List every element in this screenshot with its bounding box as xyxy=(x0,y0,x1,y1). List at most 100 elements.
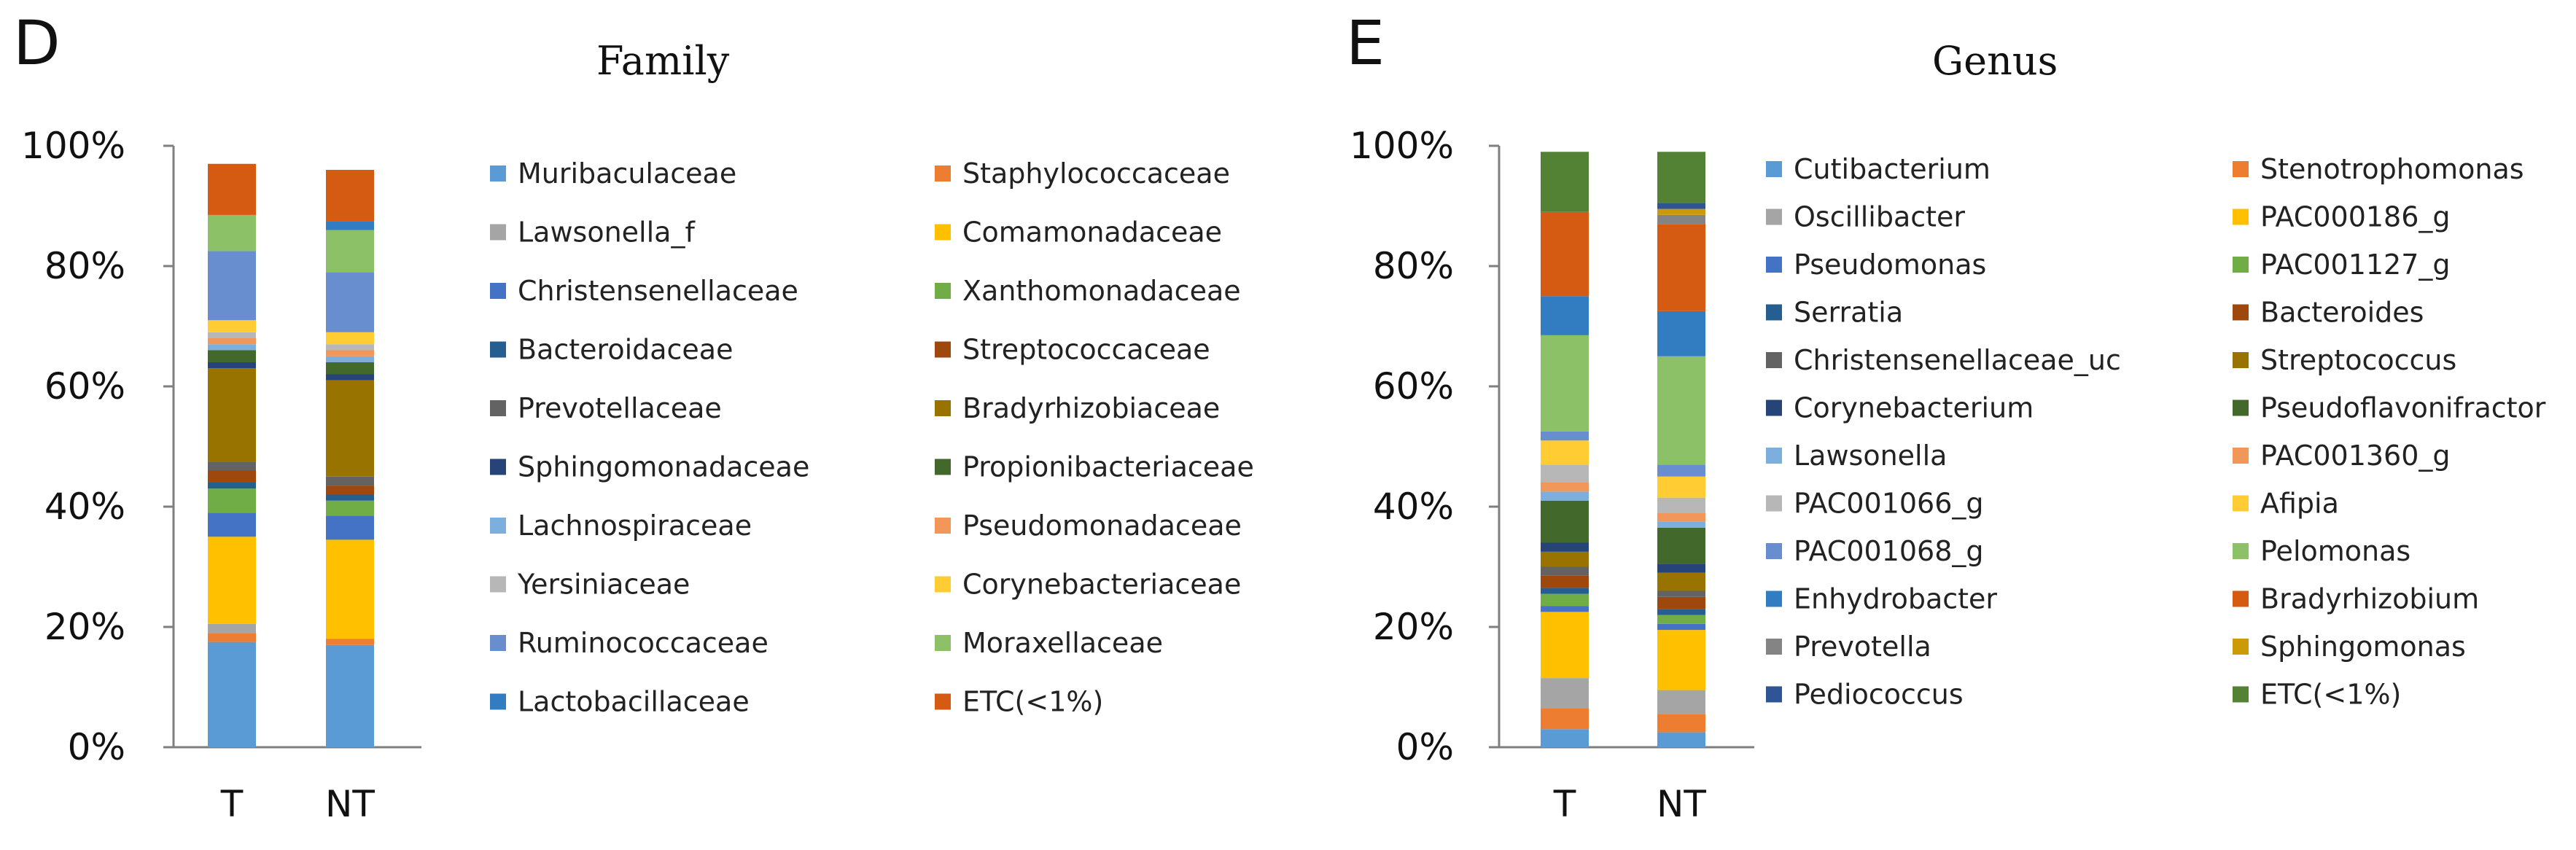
legend-swatch xyxy=(490,400,506,416)
legend-label: Sphingomonadaceae xyxy=(518,451,809,483)
legend-label: Christensenellaceae xyxy=(518,275,798,307)
bar-segment-t-ruminococcaceae xyxy=(208,251,256,321)
bar-segment-nt-bacteroidaceae xyxy=(326,494,374,501)
legend-label: Muribaculaceae xyxy=(518,157,736,190)
legend-swatch xyxy=(2233,304,2249,321)
legend-swatch xyxy=(935,224,951,241)
bar-segment-nt-propionibacteriaceae xyxy=(326,362,374,375)
bar-segment-t-enhydrobacter xyxy=(1541,296,1589,335)
bar-segment-nt-ruminococcaceae xyxy=(326,272,374,332)
bar-segment-nt-serratia xyxy=(1657,609,1705,615)
bar-segment-nt-staphylococcaceae xyxy=(326,639,374,645)
bar-segment-t-christensenellaceae-uc xyxy=(1541,566,1589,576)
legend-label: Xanthomonadaceae xyxy=(962,275,1241,307)
legend-label: Streptococcus xyxy=(2260,344,2456,376)
bar-segment-nt-corynebacterium xyxy=(1657,564,1705,573)
legend-label: Moraxellaceae xyxy=(962,627,1163,659)
legend-swatch xyxy=(1766,639,1782,655)
legend-swatch xyxy=(2233,257,2249,273)
bar-segment-nt-pelomonas xyxy=(1657,356,1705,465)
bar-segment-t-christensenellaceae xyxy=(208,512,256,537)
legend-label: Christensenellaceae_uc xyxy=(1794,344,2121,376)
x-category-label: NT xyxy=(325,783,375,825)
legend-label: Afipia xyxy=(2260,488,2339,520)
bar-segment-nt-pac001066-g xyxy=(1657,497,1705,513)
legend-label: Bacteroides xyxy=(2260,297,2424,329)
bar-segment-t-pac001066-g xyxy=(1541,464,1589,483)
bar-segment-nt-etc-1 xyxy=(326,170,374,222)
bar-segment-nt-oscillibacter xyxy=(1657,690,1705,714)
y-tick-label: 100% xyxy=(1350,125,1454,167)
legend-label: Propionibacteriaceae xyxy=(962,451,1254,483)
bar-segment-nt-yersiniaceae xyxy=(326,344,374,351)
bar-segment-nt-corynebacteriaceae xyxy=(326,332,374,345)
legend-swatch xyxy=(490,518,506,534)
legend-swatch xyxy=(1766,543,1782,559)
legend-label: Bradyrhizobiaceae xyxy=(962,392,1220,424)
bar-segment-t-pseudomonas xyxy=(1541,606,1589,612)
legend-swatch xyxy=(490,165,506,182)
panel-label: E xyxy=(1346,7,1385,79)
legend-swatch xyxy=(935,165,951,182)
bar-segment-t-oscillibacter xyxy=(1541,678,1589,709)
legend-swatch xyxy=(2233,686,2249,703)
y-tick-label: 40% xyxy=(1373,486,1454,528)
bar-segment-t-yersiniaceae xyxy=(208,332,256,338)
legend-label: Sphingomonas xyxy=(2260,631,2466,663)
bar-segment-nt-pac001068-g xyxy=(1657,464,1705,477)
legend-swatch xyxy=(935,693,951,710)
bar-segment-t-pelomonas xyxy=(1541,335,1589,432)
bar-segment-t-stenotrophomonas xyxy=(1541,708,1589,730)
legend-label: Streptococcaceae xyxy=(962,334,1210,366)
bar-segment-nt-bacteroides xyxy=(1657,596,1705,609)
legend-swatch xyxy=(1766,304,1782,321)
legend-label: Serratia xyxy=(1794,297,1903,329)
legend-swatch xyxy=(1766,257,1782,273)
bar-segment-nt-bradyrhizobiaceae xyxy=(326,380,374,477)
bar-segment-t-bradyrhizobium xyxy=(1541,211,1589,297)
legend-swatch xyxy=(1766,208,1782,225)
bar-segment-t-propionibacteriaceae xyxy=(208,350,256,362)
legend-swatch xyxy=(935,400,951,416)
bar-segment-nt-sphingomonadaceae xyxy=(326,374,374,381)
legend-label: Stenotrophomonas xyxy=(2260,153,2524,185)
bar-segment-t-corynebacterium xyxy=(1541,542,1589,552)
bar-segment-nt-lachnospiraceae xyxy=(326,356,374,362)
legend-label: ETC(<1%) xyxy=(2260,679,2401,711)
legend-swatch xyxy=(1766,448,1782,464)
y-tick-label: 20% xyxy=(1373,606,1454,648)
legend-swatch xyxy=(1766,352,1782,368)
bar-segment-t-etc-1 xyxy=(208,163,256,215)
legend-label: Lawsonella xyxy=(1794,440,1947,472)
bar-segment-t-bacteroidaceae xyxy=(208,483,256,489)
bar-segment-nt-moraxellaceae xyxy=(326,230,374,273)
bar-segment-t-pac001068-g xyxy=(1541,431,1589,441)
legend-swatch xyxy=(1766,686,1782,703)
bar-segment-t-prevotellaceae xyxy=(208,461,256,471)
chart-title: Genus xyxy=(1932,38,2058,84)
bar-segment-nt-pseudomonas xyxy=(1657,623,1705,631)
bar-segment-t-pseudomonadaceae xyxy=(208,338,256,345)
bar-segment-nt-christensenellaceae xyxy=(326,515,374,540)
bar-segment-t-comamonadaceae xyxy=(208,537,256,624)
bar-segment-t-afipia xyxy=(1541,440,1589,465)
legend-swatch xyxy=(490,283,506,299)
bar-segment-nt-pediococcus xyxy=(1657,203,1705,209)
legend-label: PAC001127_g xyxy=(2260,249,2451,281)
bar-segment-nt-prevotellaceae xyxy=(326,476,374,486)
legend-swatch xyxy=(935,283,951,299)
bar-segment-t-pac001360-g xyxy=(1541,483,1589,492)
legend-label: Prevotella xyxy=(1794,631,1931,663)
bar-segment-nt-muribaculaceae xyxy=(326,644,374,747)
family-stacked-bar-chart: 0% 20% 40% 60% 80% 100% T NT Muribaculaceae Staph… xyxy=(21,125,1254,825)
legend-swatch xyxy=(490,576,506,593)
bar-segment-nt-lawsonella xyxy=(1657,521,1705,528)
legend-label: Corynebacteriaceae xyxy=(962,569,1241,601)
legend-swatch xyxy=(1766,590,1782,607)
bar-segment-t-lachnospiraceae xyxy=(208,344,256,351)
bar-segment-nt-streptococcus xyxy=(1657,572,1705,591)
legend-label: PAC000186_g xyxy=(2260,201,2451,233)
legend-swatch xyxy=(2233,495,2249,512)
legend-swatch xyxy=(490,693,506,710)
legend-label: Pediococcus xyxy=(1794,679,1964,711)
